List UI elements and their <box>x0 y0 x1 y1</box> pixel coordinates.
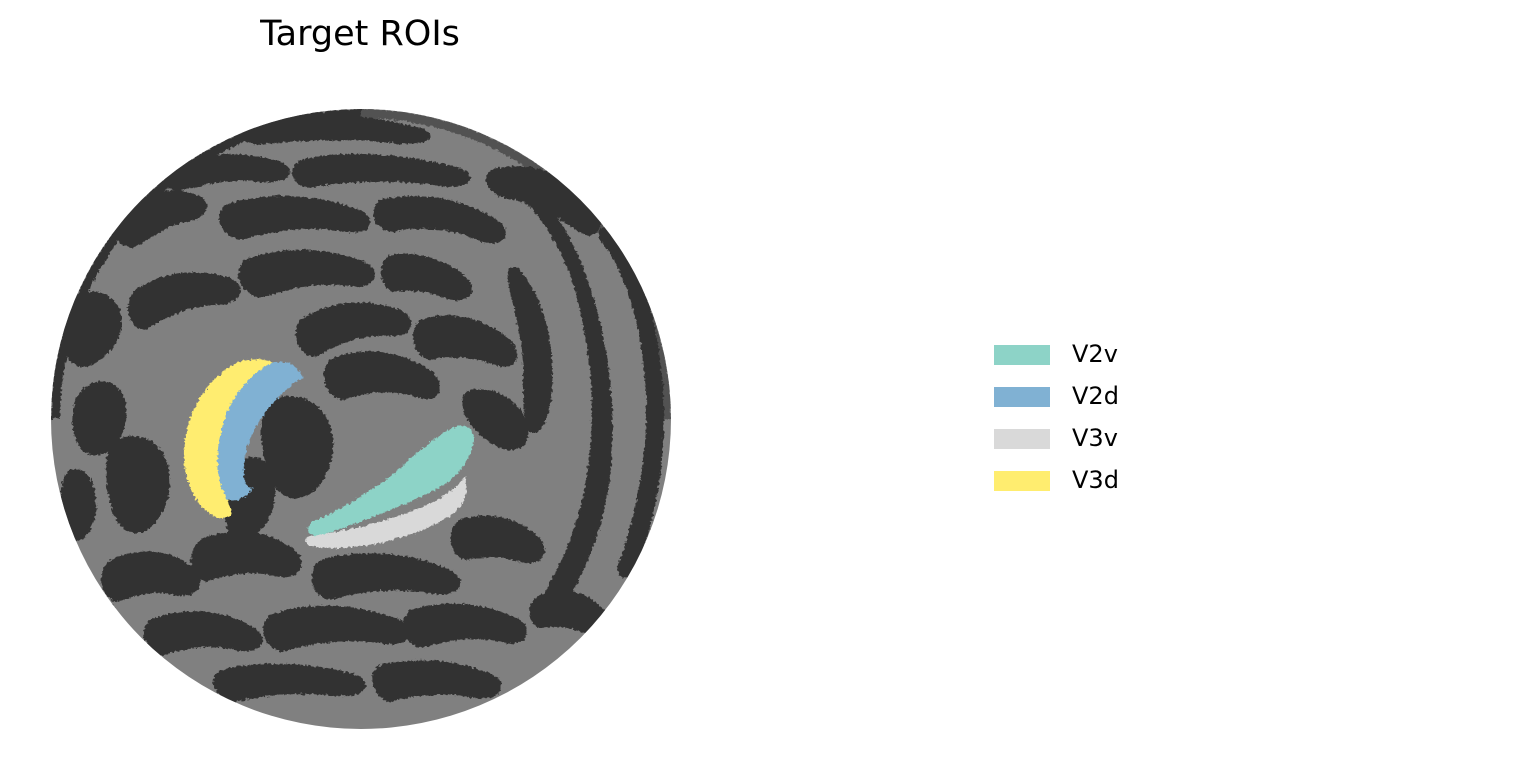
roi-v2v <box>308 425 474 536</box>
roi-v2d <box>217 361 303 501</box>
legend-swatch-v2v <box>994 345 1050 365</box>
legend-label-v3d: V3d <box>1072 466 1119 494</box>
legend-label-v2v: V2v <box>1072 340 1118 368</box>
roi-v3v <box>305 476 467 549</box>
roi-v3d <box>183 359 275 519</box>
roi-regions <box>183 359 474 549</box>
legend-swatch-v3d <box>994 471 1050 491</box>
legend-swatch-v2d <box>994 387 1050 407</box>
legend-label-v2d: V2d <box>1072 382 1119 410</box>
legend-label-v3v: V3v <box>1072 424 1118 452</box>
figure-title: Target ROIs <box>260 14 460 54</box>
legend-swatch-v3v <box>994 429 1050 449</box>
sulci-pattern <box>51 109 671 702</box>
